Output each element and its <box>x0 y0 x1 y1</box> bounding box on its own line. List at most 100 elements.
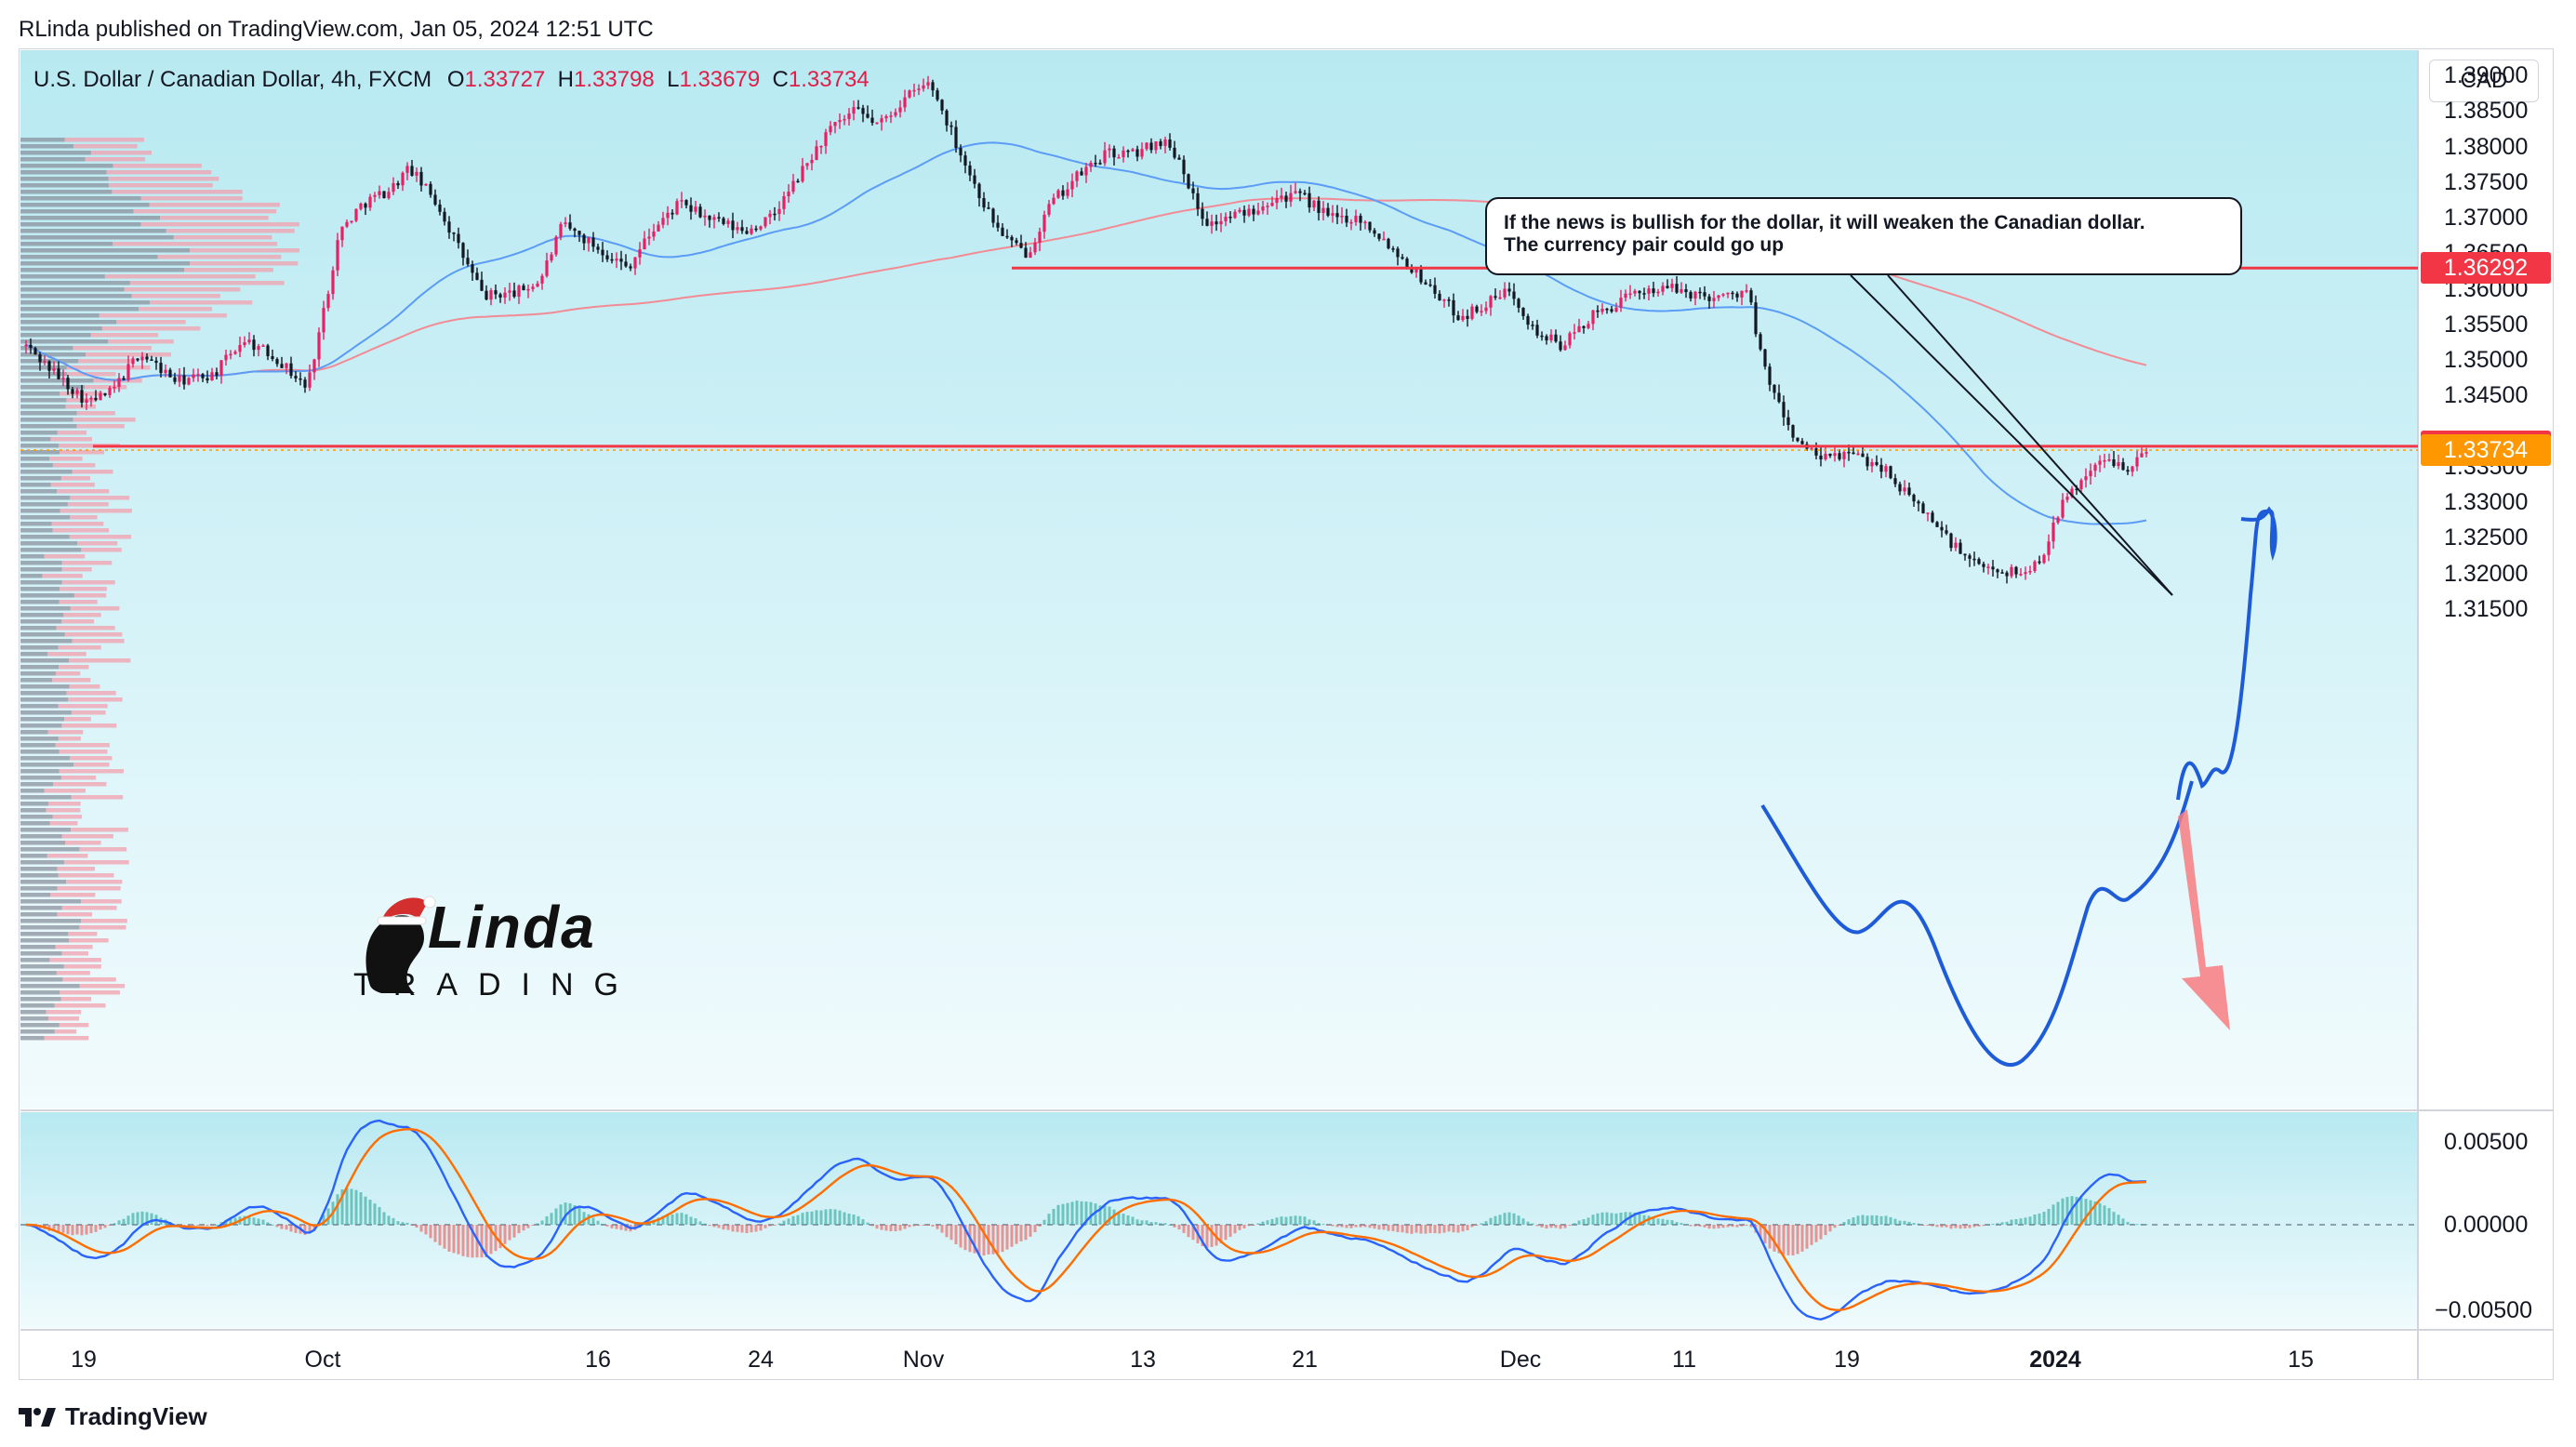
legend-high-label: H <box>557 67 574 92</box>
macd-histogram-bar <box>1633 1212 1637 1225</box>
macd-histogram-bar <box>1252 1225 1255 1226</box>
macd-histogram-bar <box>1870 1215 1874 1225</box>
forecast-bowl-curve <box>1760 780 2194 1067</box>
volume-profile-bar <box>20 177 109 181</box>
candle-body <box>1001 227 1004 236</box>
macd-histogram-bar <box>1889 1216 1892 1225</box>
candle-body <box>1094 163 1097 165</box>
macd-histogram-bar <box>1596 1213 1600 1225</box>
macd-histogram-bar <box>308 1225 312 1233</box>
candle-body <box>968 165 972 176</box>
macd-histogram-bar <box>1410 1225 1414 1234</box>
macd-histogram-bar <box>1777 1225 1781 1254</box>
macd-histogram-bar <box>1387 1225 1390 1231</box>
forecast-down-arrow <box>2178 809 2230 1030</box>
volume-profile-bar <box>20 724 62 728</box>
volume-profile-bar <box>20 424 77 429</box>
candle-body <box>2126 470 2130 472</box>
candle-body <box>1340 215 1344 218</box>
candle-body <box>122 378 126 380</box>
candle-body <box>1749 290 1753 303</box>
volume-profile-bar <box>49 457 83 461</box>
tradingview-brand[interactable]: TradingView <box>19 1402 207 1431</box>
macd-histogram-bar <box>1224 1225 1228 1241</box>
candle-body <box>526 288 530 291</box>
candle-body <box>75 390 79 394</box>
volume-profile-bar <box>20 346 73 351</box>
macd-histogram-bar <box>1405 1225 1409 1234</box>
candle-body <box>1489 296 1493 308</box>
macd-histogram-bar <box>722 1225 725 1230</box>
macd-histogram-bar <box>894 1225 897 1232</box>
candle-body <box>331 270 335 295</box>
callout-pointer-line <box>1887 274 2173 596</box>
candle-body <box>1875 461 1879 465</box>
candle-body <box>145 356 149 360</box>
candle-body <box>266 345 270 357</box>
candle-body <box>1698 291 1702 294</box>
volume-profile-bar <box>20 743 56 748</box>
volume-profile-bar <box>140 196 243 201</box>
macd-histogram-bar <box>410 1225 414 1226</box>
candle-body <box>2084 476 2088 481</box>
volume-profile-bar <box>57 886 121 891</box>
volume-profile-bar <box>47 652 86 657</box>
candle-body <box>698 206 702 218</box>
candle-body <box>666 212 670 219</box>
candle-body <box>1666 285 1669 288</box>
macd-histogram-bar <box>684 1214 688 1225</box>
candle-body <box>85 399 88 404</box>
candle-body <box>1945 530 1948 534</box>
candle-body <box>159 363 163 374</box>
volume-profile-bar <box>173 235 272 240</box>
macd-histogram-bar <box>587 1214 591 1225</box>
candle-body <box>452 232 456 234</box>
volume-profile-bar <box>20 951 62 956</box>
candle-body <box>1680 289 1683 293</box>
volume-profile-bar <box>61 906 117 910</box>
volume-profile-bar <box>42 574 83 578</box>
macd-histogram-bar <box>2056 1201 2060 1225</box>
volume-profile-bar <box>124 287 241 292</box>
candle-body <box>24 344 28 347</box>
macd-histogram-bar <box>1819 1225 1823 1240</box>
macd-histogram-bar <box>559 1204 563 1225</box>
macd-histogram-bar <box>1507 1212 1511 1225</box>
candle-body <box>285 363 288 368</box>
volume-profile-bar <box>113 164 202 168</box>
volume-profile-bar <box>20 828 72 832</box>
macd-histogram-bar <box>1587 1217 1590 1225</box>
candle-body <box>368 196 372 208</box>
candle-body <box>643 238 646 250</box>
candle-body <box>1321 207 1325 213</box>
candle-body <box>703 215 707 218</box>
macd-histogram-bar <box>1684 1224 1688 1226</box>
annotation-callout[interactable]: If the news is bullish for the dollar, i… <box>1485 197 2242 275</box>
volume-profile-bar <box>184 268 273 272</box>
volume-profile-bar <box>49 958 101 962</box>
currency-button[interactable]: CAD <box>2429 60 2539 102</box>
macd-histogram-bar <box>1475 1225 1479 1226</box>
volume-profile-bar <box>20 1036 45 1041</box>
candle-body <box>2121 462 2125 471</box>
macd-histogram-bar <box>1289 1215 1293 1225</box>
candle-body <box>1010 236 1014 241</box>
volume-profile-bar <box>52 678 91 683</box>
macd-histogram-bar <box>1359 1225 1362 1228</box>
macd-histogram-bar <box>89 1225 93 1234</box>
volume-profile-bar <box>20 561 62 565</box>
volume-profile-bar <box>64 860 129 865</box>
chart-frame <box>19 48 2554 1380</box>
candle-body <box>2052 522 2055 542</box>
forecast-up-curve <box>2176 506 2277 801</box>
macd-histogram-bar <box>275 1225 279 1228</box>
macd-histogram-bar <box>1396 1225 1400 1232</box>
candle-body <box>1563 345 1567 351</box>
candle-body <box>66 378 70 390</box>
macd-histogram-bar <box>2014 1218 2018 1225</box>
volume-profile-bar <box>44 554 86 559</box>
macd-histogram-bar <box>2140 1224 2144 1226</box>
macd-histogram-bar <box>926 1225 930 1226</box>
candle-body <box>898 107 902 113</box>
macd-histogram-bar <box>1326 1225 1330 1226</box>
